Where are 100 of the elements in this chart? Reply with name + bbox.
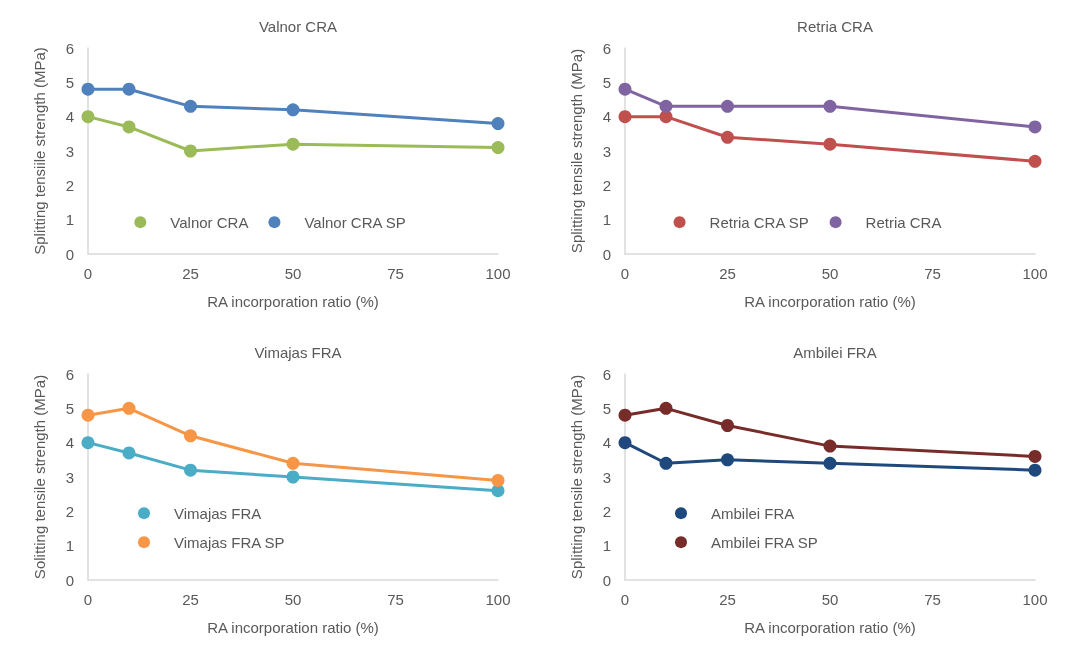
point [286, 470, 300, 484]
y-tick-label: 5 [602, 73, 611, 91]
x-tick-label: 75 [387, 591, 404, 608]
x-tick-label: 25 [719, 591, 736, 608]
point [122, 120, 136, 134]
x-axis-title: RA incorporation ratio (%) [207, 619, 379, 636]
point [184, 99, 197, 113]
point [823, 456, 837, 470]
y-tick-label: 1 [65, 211, 74, 229]
point [823, 439, 837, 453]
point [491, 141, 505, 155]
point [659, 99, 673, 113]
x-tick-label: 0 [620, 591, 630, 608]
point [286, 456, 300, 470]
x-axis-title: RA incorporation ratio (%) [744, 619, 916, 636]
x-tick-label: 100 [485, 591, 511, 608]
y-tick-label: 5 [65, 73, 74, 91]
point [721, 130, 734, 144]
point [184, 144, 197, 158]
point [184, 429, 197, 443]
y-tick-label: 4 [602, 434, 611, 452]
y-tick-label: 0 [65, 245, 74, 263]
chart-title: Valnor CRA [258, 18, 338, 35]
x-tick-label: 25 [719, 265, 736, 282]
y-tick-label: 3 [602, 142, 611, 160]
y-tick-label: 2 [602, 502, 611, 520]
x-tick-label: 25 [182, 265, 199, 282]
point [184, 463, 197, 477]
legend-label: Vimajas FRA [174, 504, 262, 522]
y-tick-label: 6 [602, 365, 611, 383]
y-tick-label: 1 [65, 537, 74, 555]
y-tick-label: 5 [602, 399, 611, 417]
x-tick-label: 0 [83, 591, 93, 608]
point [81, 408, 95, 422]
point [122, 401, 136, 415]
y-tick-label: 0 [65, 571, 74, 589]
y-tick-label: 3 [65, 142, 74, 160]
point [1028, 449, 1042, 463]
x-tick-label: 75 [924, 591, 941, 608]
x-axis-title: RA incorporation ratio (%) [207, 293, 379, 310]
chart-title: Ambilei FRA [793, 344, 877, 361]
point [81, 82, 95, 96]
point [81, 110, 95, 124]
y-tick-label: 6 [65, 365, 74, 383]
point [659, 401, 673, 415]
point [1028, 463, 1042, 477]
point [491, 473, 505, 487]
point [286, 103, 300, 117]
y-tick-label: 0 [602, 245, 611, 263]
point [721, 419, 734, 432]
point [491, 117, 505, 131]
legend-label: Retria CRA SP [709, 213, 809, 231]
legend-label: Vimajas FRA SP [174, 533, 285, 551]
legend-label: Retria CRA [865, 213, 942, 231]
point [122, 446, 136, 460]
legend-label: Valnor CRA SP [304, 213, 406, 231]
point [659, 456, 673, 470]
y-tick-label: 3 [65, 468, 74, 486]
x-tick-label: 75 [924, 265, 941, 282]
x-tick-label: 50 [284, 591, 302, 608]
x-tick-label: 100 [1022, 591, 1048, 608]
chart-title: Vimajas FRA [254, 344, 342, 361]
point [1028, 154, 1042, 168]
x-tick-label: 100 [1022, 265, 1048, 282]
x-tick-label: 50 [821, 591, 839, 608]
y-tick-label: 1 [602, 211, 611, 229]
legend-label: Valnor CRA [170, 213, 249, 231]
x-tick-label: 50 [284, 265, 302, 282]
y-tick-label: 0 [602, 571, 611, 589]
point [618, 408, 632, 422]
legend-label: Ambilei FRA SP [711, 533, 818, 551]
y-tick-label: 6 [602, 39, 611, 57]
x-tick-label: 50 [821, 265, 839, 282]
y-axis-title: Splitting tensiile strength (MPa) [30, 47, 48, 255]
y-tick-label: 4 [65, 434, 74, 452]
x-axis-title: RA incorporation ratio (%) [744, 293, 916, 310]
y-tick-label: 2 [65, 176, 74, 194]
point [286, 137, 300, 151]
point [122, 82, 136, 96]
chart-title: Retria CRA [797, 18, 873, 35]
point [721, 453, 734, 467]
point [721, 99, 734, 113]
y-tick-label: 1 [602, 537, 611, 555]
y-axis-title: Solitting tensile strength (MPa) [30, 374, 48, 580]
y-tick-label: 3 [602, 468, 611, 486]
y-tick-label: 2 [65, 502, 74, 520]
point [1028, 120, 1042, 134]
point [823, 99, 837, 113]
x-tick-label: 100 [485, 265, 511, 282]
y-tick-label: 4 [65, 108, 74, 126]
y-tick-label: 6 [65, 39, 74, 57]
y-tick-label: 2 [602, 176, 611, 194]
legend-label: Ambilei FRA [711, 504, 795, 522]
point [81, 436, 95, 450]
x-tick-label: 75 [387, 265, 404, 282]
point [618, 110, 632, 124]
x-tick-label: 0 [620, 265, 630, 282]
x-tick-label: 25 [182, 591, 199, 608]
point [618, 436, 632, 450]
point [618, 82, 632, 96]
